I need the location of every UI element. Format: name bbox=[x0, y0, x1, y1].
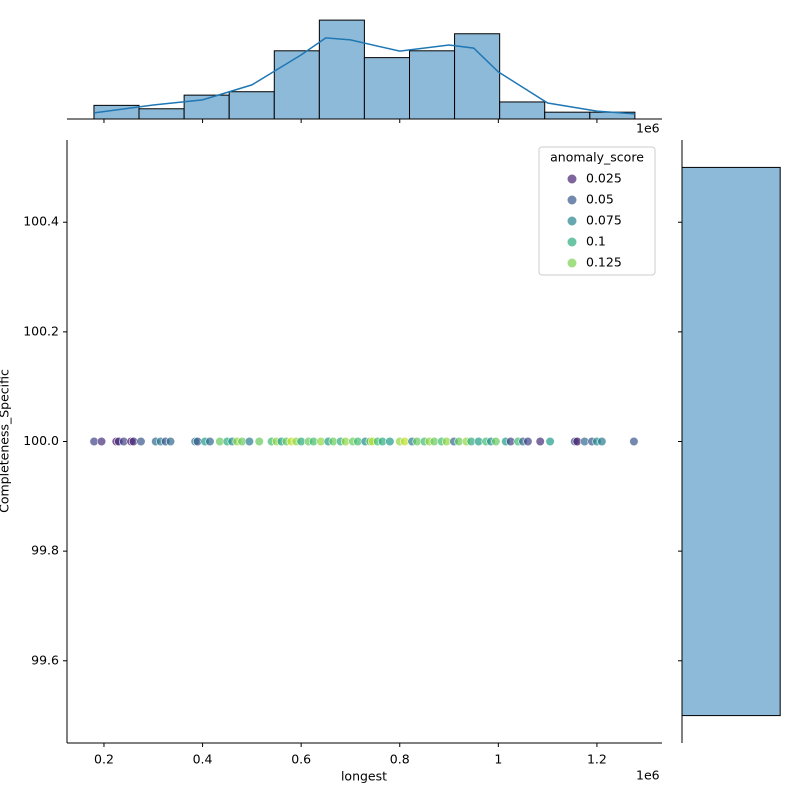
hist-bar bbox=[454, 33, 501, 120]
y-tick-label: 100.2 bbox=[23, 323, 59, 338]
y-tick-label: 100.4 bbox=[23, 214, 59, 229]
legend-marker bbox=[567, 237, 577, 247]
scatter-point bbox=[136, 436, 146, 447]
scatter-point bbox=[491, 436, 501, 447]
hist-bar bbox=[228, 91, 275, 120]
legend-label: 0.125 bbox=[586, 255, 622, 270]
legend-label: 0.1 bbox=[586, 234, 606, 249]
scatter-point bbox=[205, 436, 215, 447]
scatter-point bbox=[629, 436, 639, 447]
scatter-point bbox=[254, 436, 264, 447]
kde-line bbox=[94, 37, 635, 115]
hist-bar bbox=[544, 111, 591, 120]
y-tick-label: 100.0 bbox=[23, 433, 59, 448]
legend-label: 0.05 bbox=[586, 192, 614, 207]
scatter-point bbox=[165, 436, 176, 447]
legend-marker bbox=[567, 258, 577, 268]
legend-title: anomaly_score bbox=[550, 150, 644, 165]
scatter-point bbox=[244, 436, 254, 447]
y-tick-label: 99.6 bbox=[31, 652, 59, 667]
legend-label: 0.025 bbox=[586, 171, 622, 186]
x-axis-label: longest bbox=[341, 769, 387, 784]
x-tick-label: 0.6 bbox=[291, 752, 311, 767]
x-tick-label: 1.2 bbox=[587, 752, 607, 767]
legend-label: 0.075 bbox=[586, 213, 622, 228]
scatter-point bbox=[96, 436, 107, 447]
legend-marker bbox=[567, 195, 577, 205]
y-tick-label: 99.8 bbox=[31, 543, 59, 558]
x-tick-label: 0.2 bbox=[94, 752, 114, 767]
legend-marker bbox=[567, 216, 577, 226]
top-offset-label: 1e6 bbox=[636, 121, 660, 136]
hist-bar bbox=[363, 57, 411, 120]
legend: anomaly_score 0.025 0.05 0.075 0.1 0.125 bbox=[538, 146, 656, 276]
hist-bar bbox=[273, 50, 320, 120]
scatter-point bbox=[597, 436, 607, 447]
scatter-point bbox=[385, 436, 395, 447]
hist-bar bbox=[138, 108, 185, 120]
legend-marker bbox=[567, 174, 577, 184]
scatter-point bbox=[523, 436, 533, 447]
hist-bar bbox=[499, 101, 546, 120]
x-tick-label: 1 bbox=[494, 752, 502, 767]
hist-bar bbox=[681, 166, 781, 717]
x-tick-label: 0.8 bbox=[390, 752, 410, 767]
x-tick-label: 0.4 bbox=[193, 752, 213, 767]
hist-bar bbox=[318, 19, 365, 120]
y-axis-label: Completeness_Specific bbox=[0, 369, 12, 513]
scatter-point bbox=[545, 436, 555, 447]
scatter-point bbox=[535, 436, 545, 447]
x-offset-label: 1e6 bbox=[636, 768, 660, 783]
hist-bar bbox=[409, 50, 456, 120]
